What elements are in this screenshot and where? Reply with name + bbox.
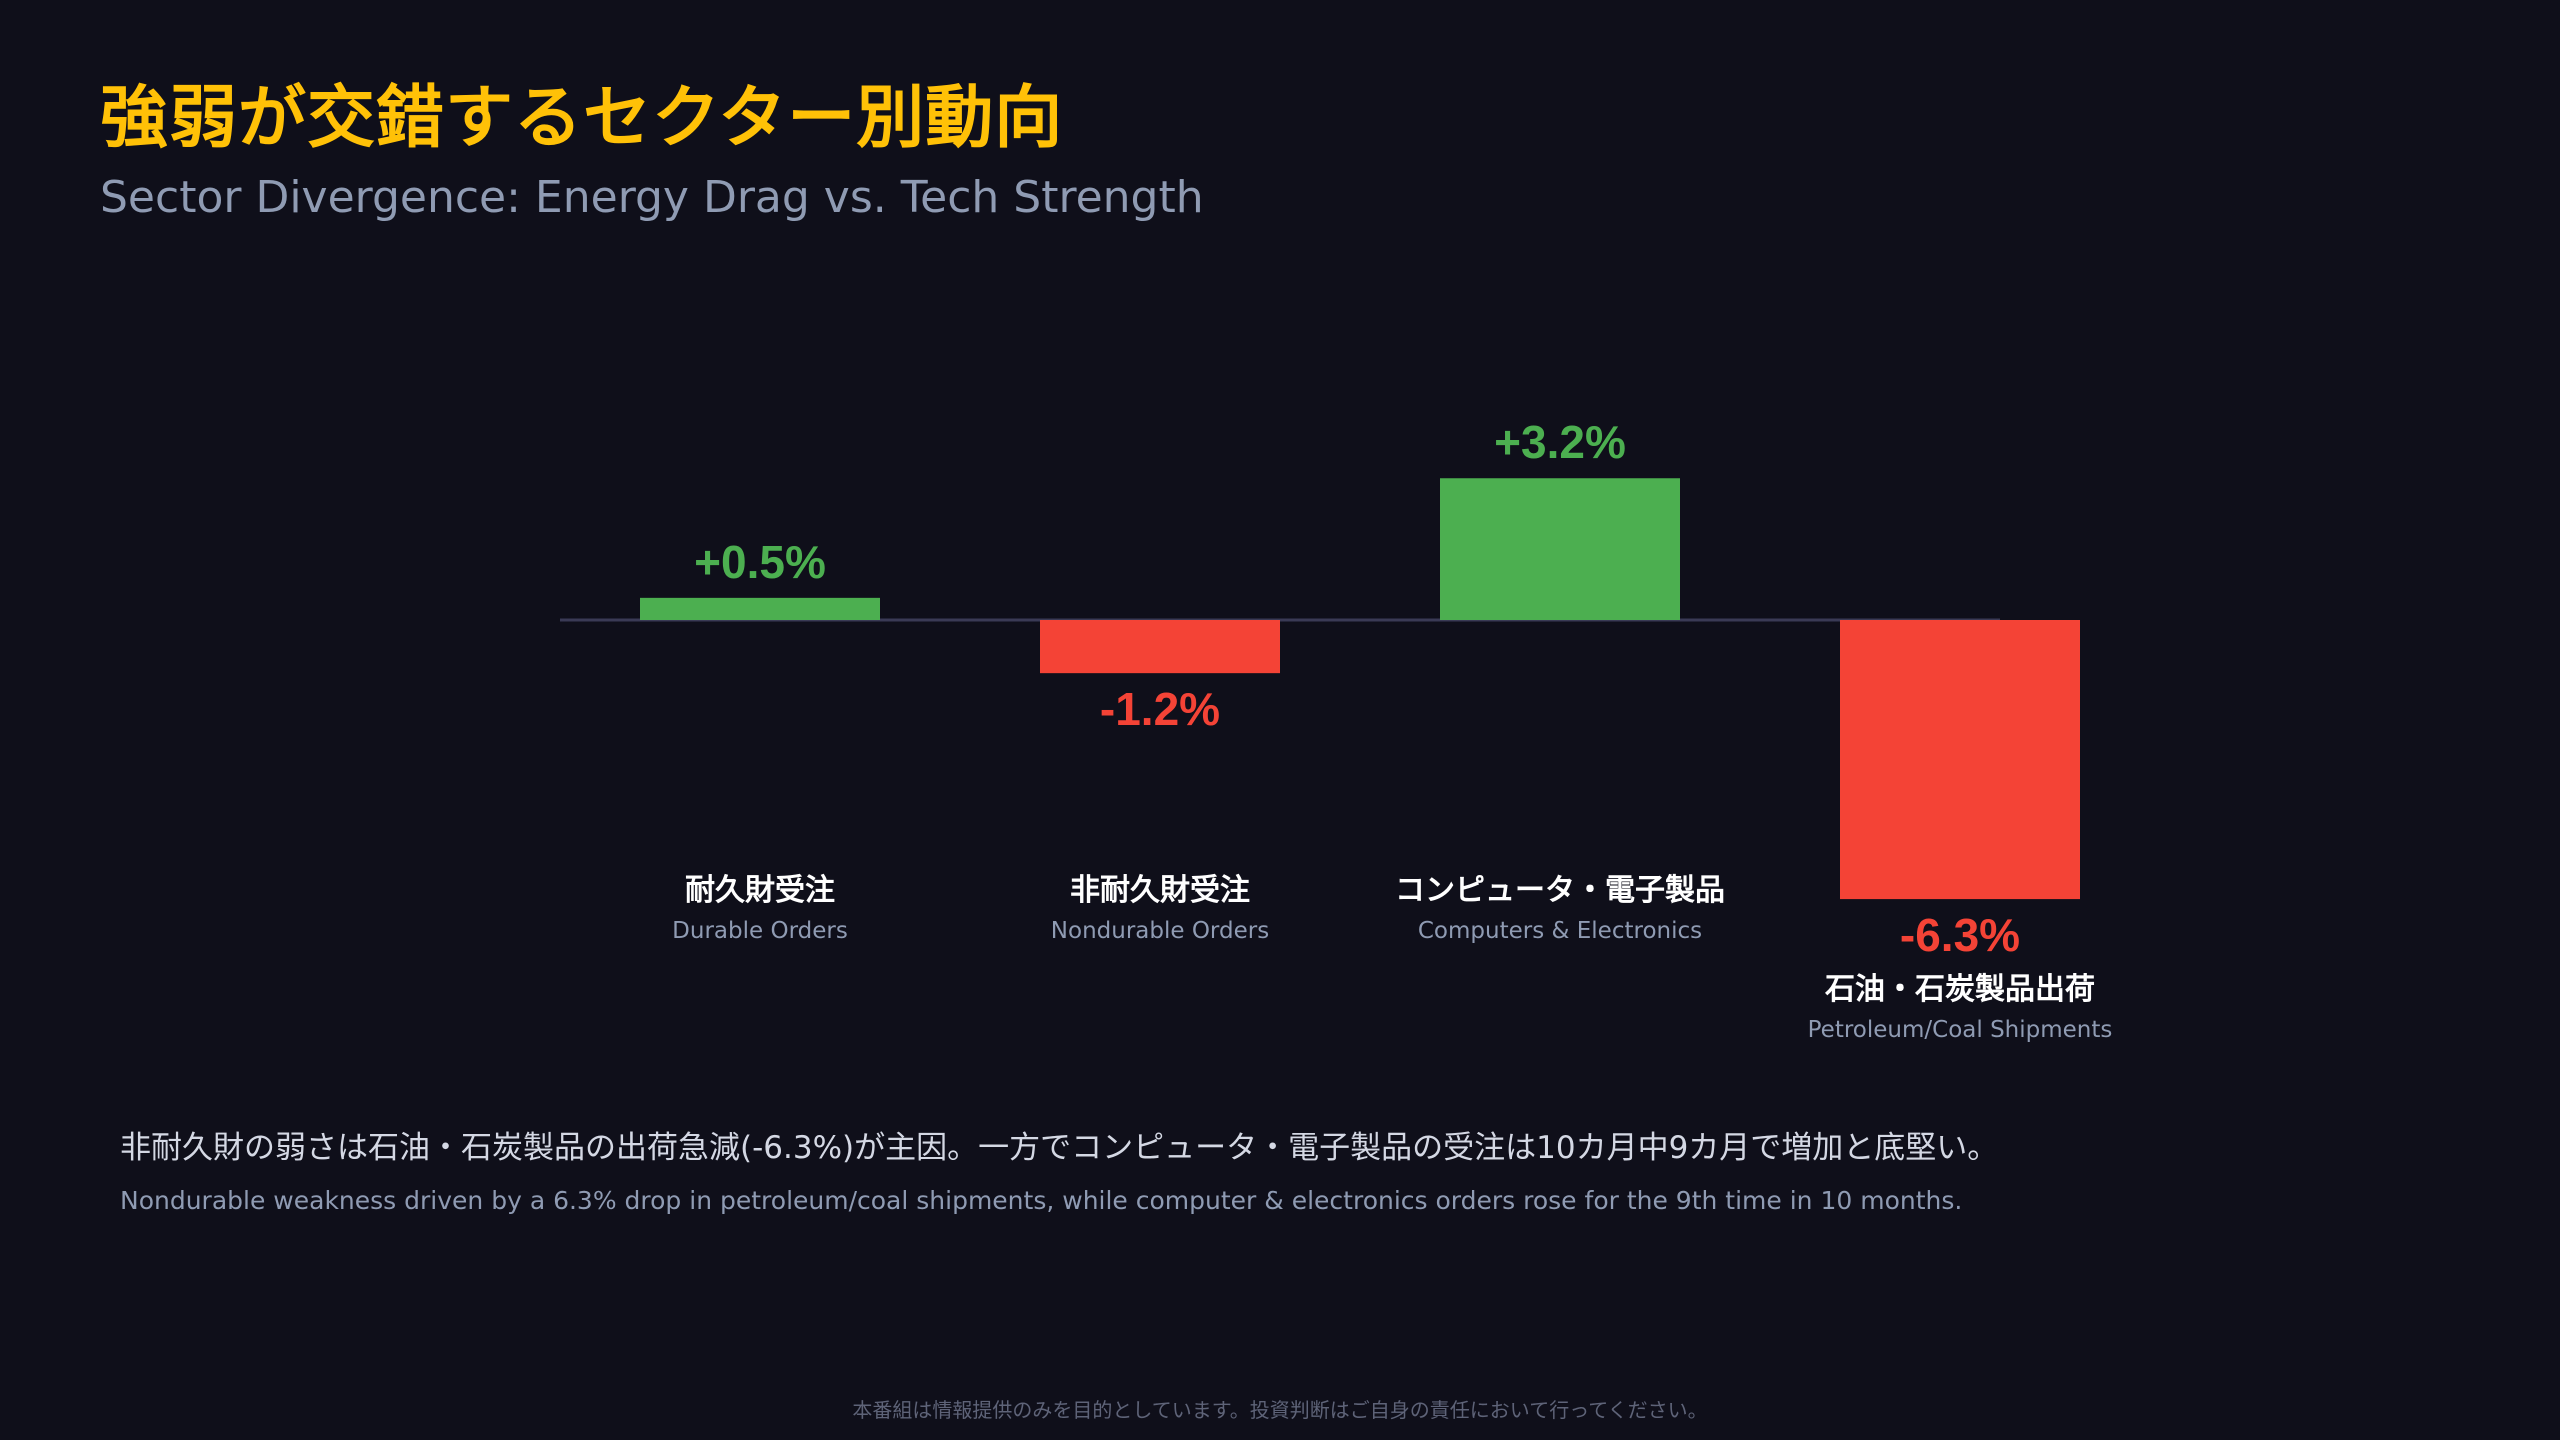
data-label-0: +0.5% xyxy=(694,536,826,588)
disclaimer: 本番組は情報提供のみを目的としています。投資判断はご自身の責任において行ってくだ… xyxy=(852,1398,1708,1422)
category-label-ja-2: コンピュータ・電子製品 xyxy=(1395,873,1725,908)
category-label-ja-3: 石油・石炭製品出荷 xyxy=(1824,972,2095,1007)
category-label-en-3: Petroleum/Coal Shipments xyxy=(1808,1017,2113,1043)
data-label-1: -1.2% xyxy=(1100,683,1220,735)
bar-1 xyxy=(1040,620,1280,674)
page-subtitle: Sector Divergence: Energy Drag vs. Tech … xyxy=(100,172,1204,223)
category-label-en-0: Durable Orders xyxy=(672,918,848,944)
sector-bar-chart: +0.5% 耐久財受注 Durable Orders -1.2% 非耐久財受注 Nondu… xyxy=(560,416,2113,1043)
category-label-ja-0: 耐久財受注 xyxy=(685,873,835,908)
category-label-en-1: Nondurable Orders xyxy=(1051,918,1269,944)
page-title: 強弱が交錯するセクター別動向 xyxy=(100,79,1064,158)
summary-note-ja: 非耐久財の弱さは石油・石炭製品の出荷急減(-6.3%)が主因。一方でコンピュータ… xyxy=(120,1130,1999,1166)
data-label-2: +3.2% xyxy=(1494,416,1626,468)
category-label-ja-1: 非耐久財受注 xyxy=(1070,873,1250,908)
bar-2 xyxy=(1440,478,1680,620)
category-label-en-2: Computers & Electronics xyxy=(1418,918,1702,944)
bar-3 xyxy=(1840,620,2080,900)
data-label-3: -6.3% xyxy=(1900,909,2020,961)
summary-note-en: Nondurable weakness driven by a 6.3% dro… xyxy=(120,1186,1963,1215)
bar-0 xyxy=(640,597,880,620)
